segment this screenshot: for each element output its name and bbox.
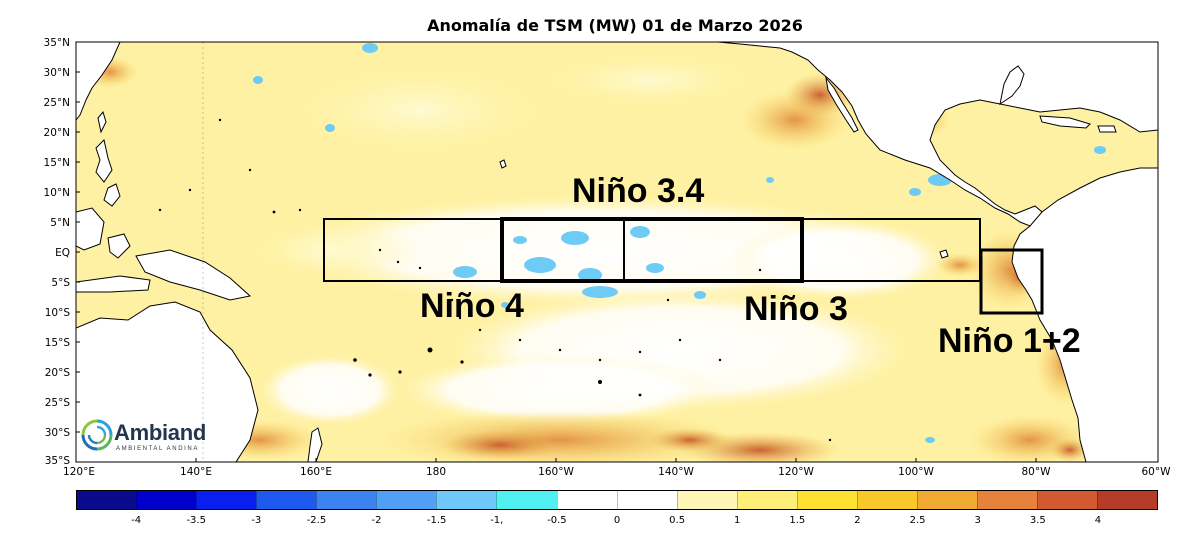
lon-label: 140°W	[658, 466, 694, 478]
lat-label: EQ	[55, 247, 70, 259]
lat-label: 35°S	[44, 455, 70, 467]
lat-label: 15°S	[44, 337, 70, 349]
nino3-label: Niño 3	[744, 290, 848, 328]
neutral-area	[730, 220, 950, 300]
colorbar-segment	[916, 491, 977, 509]
warm-patch	[1050, 438, 1090, 462]
land-masses	[76, 42, 1158, 462]
neutral-area	[240, 220, 420, 280]
map-title: Anomalía de TSM (MW) 01 de Marzo 2026	[427, 16, 803, 35]
colorbar-segment	[796, 491, 857, 509]
colorbar-segment	[856, 491, 917, 509]
lon-label: 160°W	[538, 466, 574, 478]
colorbar-segment	[976, 491, 1037, 509]
colorbar-tick-label: -4	[131, 515, 142, 526]
colorbar-segment	[196, 491, 257, 509]
colorbar-tick-label: 0	[613, 515, 621, 526]
islands	[158, 118, 832, 442]
colorbar-tick-label: -2.5	[306, 515, 327, 526]
lat-label: 5°N	[50, 217, 70, 229]
lat-label: 30°S	[44, 427, 70, 439]
neutral-area	[400, 355, 720, 425]
colorbar-tick-label: -0.5	[547, 515, 567, 526]
colorbar-segment	[556, 491, 617, 509]
colorbar-tick-label: -3.5	[186, 515, 206, 526]
lat-label: 30°N	[43, 67, 70, 79]
logo-subtitle: AMBIENTAL ANDINA	[116, 446, 199, 452]
colorbar-segment	[77, 491, 137, 509]
colorbar-tick-label: 0.5	[669, 515, 686, 526]
neutral-area	[530, 50, 770, 110]
colorbar	[76, 490, 1158, 510]
warm-patch	[440, 430, 560, 460]
colorbar-tick-label: 1.5	[789, 515, 806, 526]
lat-label: 5°S	[51, 277, 70, 289]
lat-label: 15°N	[43, 157, 70, 169]
frame-ticks	[76, 71, 1037, 462]
colorbar-segment	[436, 491, 497, 509]
neutral-area	[280, 60, 560, 160]
lon-label: 60°W	[1141, 466, 1171, 478]
colorbar-segment	[376, 491, 437, 509]
colorbar-segment	[1037, 491, 1098, 509]
lon-label: 140°E	[180, 466, 212, 478]
colorbar-segment	[256, 491, 317, 509]
colorbar-tick-label: -3	[251, 515, 262, 526]
lon-label: 120°E	[63, 466, 95, 478]
colorbar-segment	[316, 491, 377, 509]
colorbar-tick-label: 3	[974, 515, 981, 526]
nino34-box	[500, 217, 804, 283]
lat-label: 20°N	[43, 127, 70, 139]
lat-label: 10°N	[43, 187, 70, 199]
colorbar-tick-label: 2	[854, 515, 861, 526]
lat-label: 10°S	[44, 307, 70, 319]
lon-label: 120°W	[778, 466, 814, 478]
lon-label: 160°E	[300, 466, 332, 478]
warm-patch	[935, 253, 985, 277]
lon-label: 80°W	[1021, 466, 1051, 478]
colorbar-segment	[496, 491, 557, 509]
colorbar-tick-label: -1,	[490, 515, 504, 526]
neutral-area	[260, 355, 400, 425]
cool-patches	[146, 43, 1106, 443]
swirl-logo-icon	[81, 419, 113, 451]
colorbar-tick-label: -2	[371, 515, 382, 526]
nino12-box	[979, 248, 1044, 315]
ambiand-logo: Ambiand AMBIENTAL ANDINA	[80, 418, 220, 458]
colorbar-segment	[1097, 491, 1158, 509]
colorbar-tick-label: 4	[1094, 515, 1102, 526]
colorbar-tick-label: 1	[734, 515, 741, 526]
lat-label: 35°N	[43, 37, 70, 49]
colorbar-segment	[676, 491, 737, 509]
colorbar-tick-label: 2.5	[909, 515, 926, 526]
lon-label: 180	[425, 466, 447, 478]
lat-label: 25°N	[43, 97, 70, 109]
lon-label: 100°W	[898, 466, 934, 478]
colorbar-tick-label: 3.5	[1029, 515, 1046, 526]
nino12-label: Niño 1+2	[938, 322, 1081, 360]
logo-name: Ambiand	[114, 420, 207, 445]
colorbar-segment	[616, 491, 677, 509]
lat-label: 20°S	[44, 367, 70, 379]
nino4-label: Niño 4	[420, 287, 524, 325]
colorbar-tick-label: -1.5	[426, 515, 447, 526]
nino34-label: Niño 3.4	[572, 172, 705, 210]
warm-patch	[650, 428, 730, 452]
lat-label: 25°S	[44, 397, 70, 409]
colorbar-segment	[736, 491, 797, 509]
colorbar-segment	[136, 491, 197, 509]
